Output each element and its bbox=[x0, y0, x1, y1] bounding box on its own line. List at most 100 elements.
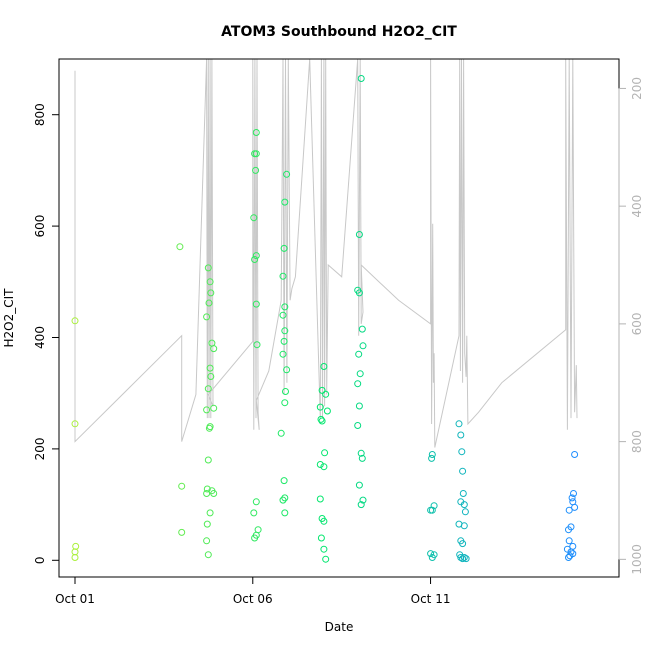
data-point bbox=[565, 506, 573, 514]
data-point bbox=[459, 555, 467, 563]
y2-tick-label: 200 bbox=[630, 77, 644, 100]
data-point bbox=[203, 406, 211, 414]
data-point bbox=[279, 350, 287, 358]
data-point bbox=[427, 550, 435, 558]
data-point bbox=[316, 495, 324, 503]
data-point bbox=[281, 327, 289, 335]
data-point bbox=[207, 373, 215, 380]
x-tick-label: Oct 11 bbox=[411, 592, 451, 606]
data-point bbox=[358, 454, 366, 462]
data-point bbox=[205, 424, 213, 432]
data-point bbox=[210, 404, 218, 412]
data-point bbox=[460, 554, 468, 561]
data-point bbox=[250, 509, 258, 517]
data-point bbox=[320, 363, 328, 370]
data-point bbox=[252, 252, 260, 260]
data-point bbox=[320, 463, 328, 471]
data-point bbox=[204, 551, 212, 559]
data-point bbox=[203, 490, 211, 497]
data-point bbox=[253, 341, 261, 349]
data-point bbox=[250, 214, 258, 222]
data-point bbox=[280, 244, 288, 252]
data-point bbox=[322, 555, 330, 563]
data-point bbox=[277, 429, 285, 437]
data-point bbox=[428, 451, 436, 458]
data-point bbox=[359, 342, 367, 350]
data-point bbox=[252, 129, 260, 136]
data-point bbox=[281, 494, 289, 502]
data-point bbox=[567, 548, 575, 556]
data-point bbox=[356, 370, 364, 378]
y-tick-label: 400 bbox=[33, 326, 47, 349]
data-point bbox=[355, 402, 363, 410]
data-points-layer bbox=[71, 75, 579, 563]
data-point bbox=[457, 554, 465, 561]
y2-tick-label: 600 bbox=[630, 312, 644, 335]
x-tick-label: Oct 01 bbox=[55, 592, 95, 606]
data-point bbox=[283, 366, 291, 374]
data-point bbox=[318, 386, 326, 394]
data-point bbox=[323, 407, 331, 415]
data-point bbox=[207, 289, 215, 297]
data-point bbox=[322, 390, 330, 398]
data-point bbox=[178, 528, 186, 536]
data-point bbox=[252, 150, 260, 158]
data-point bbox=[205, 299, 213, 307]
data-point bbox=[565, 526, 572, 534]
data-point bbox=[321, 449, 329, 457]
data-point bbox=[204, 456, 212, 464]
plot-frame bbox=[58, 58, 620, 578]
data-point bbox=[317, 534, 325, 542]
data-point bbox=[428, 554, 436, 561]
data-point bbox=[460, 501, 468, 509]
data-point bbox=[428, 506, 436, 514]
y-tick-label: 600 bbox=[33, 215, 47, 238]
data-point bbox=[457, 431, 465, 439]
data-point bbox=[430, 502, 438, 510]
data-point bbox=[251, 534, 259, 542]
y2-tick-label: 800 bbox=[630, 430, 644, 453]
data-point bbox=[178, 482, 186, 490]
data-point bbox=[355, 231, 363, 238]
y2-tick-label: 400 bbox=[630, 195, 644, 218]
data-point bbox=[355, 481, 363, 489]
data-point bbox=[455, 420, 463, 428]
data-point bbox=[71, 420, 79, 428]
data-point bbox=[206, 278, 214, 286]
data-point bbox=[203, 313, 211, 321]
data-point bbox=[459, 490, 467, 497]
data-point bbox=[283, 170, 291, 178]
data-point bbox=[71, 554, 79, 561]
x-tick-label: Oct 06 bbox=[233, 592, 273, 606]
data-point bbox=[281, 399, 289, 407]
y-tick-label: 200 bbox=[33, 437, 47, 460]
data-point bbox=[210, 490, 218, 497]
data-point bbox=[280, 337, 288, 345]
data-point bbox=[358, 325, 366, 333]
data-point bbox=[206, 509, 214, 517]
data-point bbox=[571, 503, 579, 511]
data-point bbox=[565, 554, 572, 561]
y-tick-label: 0 bbox=[33, 556, 47, 564]
data-point bbox=[204, 264, 212, 272]
data-point bbox=[252, 300, 260, 308]
data-point bbox=[316, 461, 324, 468]
data-point bbox=[320, 545, 328, 553]
data-point bbox=[318, 417, 326, 425]
data-point bbox=[459, 540, 467, 548]
data-point bbox=[320, 517, 328, 525]
altitude-line-layer bbox=[74, 59, 578, 448]
data-point bbox=[252, 166, 260, 174]
y-axis-label: H2O2_CIT bbox=[2, 288, 16, 348]
altitude-line bbox=[74, 59, 578, 448]
data-point bbox=[317, 415, 325, 423]
data-point bbox=[210, 345, 218, 353]
data-point bbox=[279, 496, 287, 504]
data-point bbox=[571, 451, 579, 458]
data-point bbox=[428, 454, 436, 462]
data-point bbox=[279, 272, 287, 280]
data-point bbox=[461, 508, 469, 516]
data-point bbox=[355, 289, 363, 297]
